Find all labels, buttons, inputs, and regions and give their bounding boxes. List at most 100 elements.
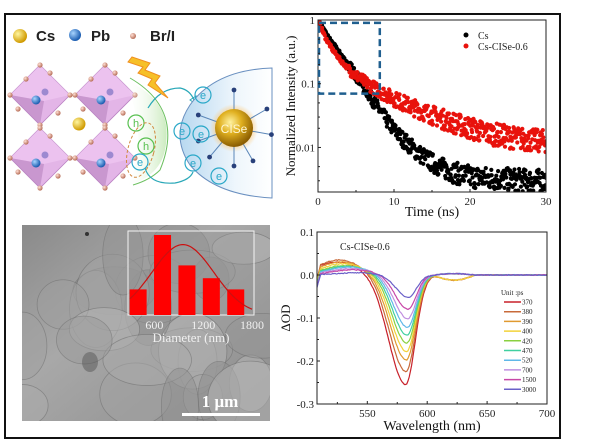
trpl-data-point [448,172,453,177]
ta-legend-title: Unit :ps [501,289,524,297]
octahedron-face [10,128,70,164]
scale-bar-label: 1 μm [202,392,239,411]
trpl-data-point [421,118,426,123]
trpl-data-point [322,33,327,38]
trpl-data-point [476,134,481,139]
electron-icon [194,86,212,104]
trpl-data-point [388,127,393,132]
trpl-data-point [529,176,534,181]
ligand-head [269,132,274,137]
pb-atom [96,158,106,168]
trpl-data-point [489,167,494,172]
pb-atom-back [41,151,49,159]
electron-icon [192,125,210,143]
trpl-data-point [525,184,530,189]
halide-atom [88,76,94,82]
halide-atom [112,133,118,139]
trpl-data-point [484,180,489,185]
trpl-data-point [425,103,430,108]
trpl-data-point [449,124,454,129]
ligand-head [250,158,256,164]
trpl-data-point [477,130,482,135]
trpl-data-point [521,141,526,146]
trpl-data-point [430,152,435,157]
electron-label: e [137,157,143,169]
perovskite-lattice [7,62,138,191]
ta-legend-label: 1500 [522,376,537,384]
trpl-data-point [381,86,386,91]
trpl-data-point [426,153,431,158]
trpl-data-point [397,97,402,102]
histogram-x-label: Diameter (nm) [153,330,230,345]
trpl-data-point [543,183,546,188]
trpl-data [318,20,546,192]
trpl-data-point [539,170,545,176]
ta-chart-title: Cs-CISe-0.6 [340,242,390,253]
trpl-data-point [498,130,503,135]
trpl-data-point [535,127,540,132]
trpl-data-point [536,167,541,172]
halide-atom [67,155,73,161]
trpl-series-cs-cise [318,20,546,155]
pb-atom-icon [69,29,81,41]
ta-x-label: Wavelength (nm) [383,419,481,434]
trpl-data-point [511,146,516,151]
octahedron-face [10,65,70,101]
halide-atom [37,125,43,131]
trpl-data-point [520,126,525,131]
trpl-data-point [469,135,474,140]
trpl-chart: 0 10 20 30 1 0.1 0.01 Time (ns) Normalized Int… [283,15,552,220]
halide-atom [80,106,86,112]
legend-halide-label: Br/I [150,28,175,45]
histogram-fit-curve [129,244,253,310]
trpl-data-point [440,113,445,118]
trpl-data-point [543,143,546,148]
histogram-bar [154,235,172,315]
trpl-data-point [434,123,440,128]
ta-legend-label: 520 [522,357,533,365]
halide-atom [72,92,78,98]
halide-atom [102,62,108,68]
trpl-x-tick-label: 0 [315,196,321,208]
trpl-data-point [489,173,494,178]
trpl-data-point [397,92,402,97]
electron-label: e [179,126,185,138]
halide-atom [37,62,43,68]
ligand-head [195,112,201,118]
trpl-data-point [527,144,532,149]
trpl-y-label: Normalized Intensity (a.u.) [283,36,298,177]
histogram-bars [129,235,245,315]
legend-pb-label: Pb [91,28,110,45]
trpl-data-point [458,114,463,119]
trpl-data-point [483,166,488,171]
sem-panel: 600 1200 1800 Diameter (nm) 1 μm [22,225,270,421]
ta-series-370 [317,261,547,386]
trpl-data-point [473,119,478,125]
hole-label: h [133,118,139,130]
ta-legend-label: 470 [522,347,533,355]
trpl-data-point [541,135,546,140]
trpl-data-point [421,161,426,166]
legend-label-cs-cise: Cs-CISe-0.6 [478,42,528,53]
lightning-icon [127,56,169,99]
trpl-data-point [517,170,522,175]
halide-atom [47,133,53,139]
trpl-data-point [494,173,499,178]
histogram-bar [129,289,147,315]
electron-icon [173,122,191,140]
trpl-data-point [542,186,546,192]
trpl-data-point [412,114,417,119]
trpl-data-point [536,171,541,176]
trpl-x-tick-label: 20 [465,196,477,208]
sem-grain [160,367,199,421]
trpl-y-tick-label: 1 [310,15,316,27]
electron-label: e [216,171,222,183]
trpl-data-point [481,169,486,174]
hole-icon [137,137,155,155]
histogram-bar [227,289,245,315]
trpl-data-point [543,149,546,155]
trpl-data-point [423,157,428,162]
legend-label-cs: Cs [478,31,489,42]
octahedron-face [75,65,135,101]
